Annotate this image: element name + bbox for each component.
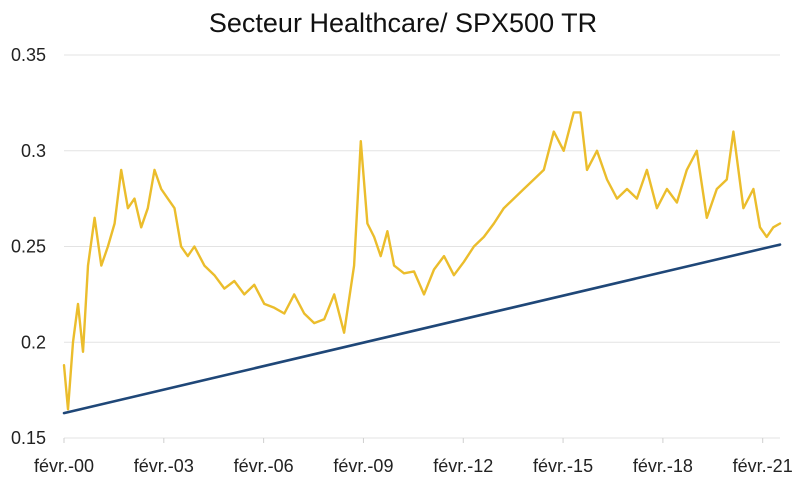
y-tick-label: 0.3	[21, 141, 46, 161]
x-tick-label: févr.-12	[433, 456, 493, 476]
chart-title: Secteur Healthcare/ SPX500 TR	[209, 8, 597, 38]
series-layer	[62, 111, 782, 415]
x-tick-label: févr.-09	[333, 456, 393, 476]
x-axis-ticks: févr.-00 févr.-03 févr.-06 févr.-09 févr.-12…	[34, 438, 793, 476]
x-tick-label: févr.-21	[733, 456, 793, 476]
ratio-series-line	[62, 111, 782, 411]
y-axis-ticks: 0.15 0.2 0.25 0.3 0.35	[11, 45, 46, 448]
x-tick-label: févr.-00	[34, 456, 94, 476]
y-tick-label: 0.15	[11, 428, 46, 448]
x-tick-label: févr.-18	[633, 456, 693, 476]
x-tick-label: févr.-03	[134, 456, 194, 476]
x-tick-label: févr.-15	[533, 456, 593, 476]
trend-line	[62, 243, 782, 415]
y-tick-label: 0.25	[11, 237, 46, 257]
y-tick-label: 0.35	[11, 45, 46, 65]
y-tick-label: 0.2	[21, 332, 46, 352]
x-tick-label: févr.-06	[234, 456, 294, 476]
gridlines	[64, 54, 780, 439]
